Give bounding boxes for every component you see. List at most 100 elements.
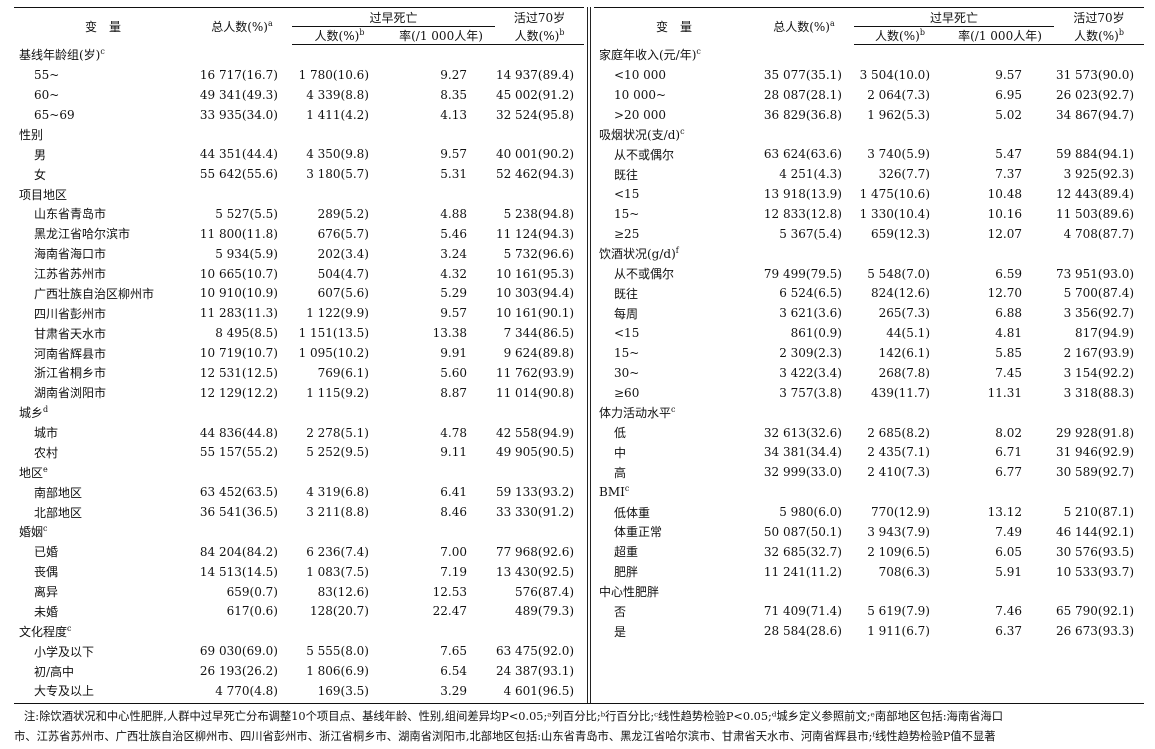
cell-rate: 8.35 — [440, 87, 468, 102]
cell-total — [754, 244, 854, 264]
row-label: 已婚 — [34, 545, 59, 560]
cell-rate: 6.77 — [995, 465, 1023, 480]
table-row: 15~ 12 833(12.8) 1 330(10.4) 10.16 11 503(89… — [594, 204, 1144, 224]
cell-rate: 5.29 — [440, 286, 468, 301]
cell-rate — [946, 244, 1054, 264]
row-label: 广西壮族自治区柳州市 — [34, 286, 155, 301]
cell-survive — [1054, 45, 1144, 65]
cell-deaths: 770(12.9) — [871, 505, 930, 520]
cell-rate: 12.70 — [987, 286, 1023, 301]
row-label: 丧偶 — [34, 565, 59, 580]
cell-rate: 7.37 — [995, 167, 1023, 182]
cell-survive: 33 330(91.2) — [495, 505, 575, 520]
cell-total — [754, 45, 854, 65]
cell-total: 34 381(34.4) — [763, 445, 842, 460]
row-label: 肥胖 — [614, 565, 639, 580]
cell-total: 13 918(13.9) — [763, 187, 842, 202]
cell-total — [192, 184, 292, 204]
cell-rate: 7.49 — [995, 524, 1023, 539]
row-label: 离异 — [34, 585, 59, 600]
cell-survive — [1054, 125, 1144, 145]
cell-total — [754, 125, 854, 145]
cell-total: 63 452(63.5) — [199, 485, 278, 500]
group-label: 婚姻c — [19, 524, 48, 540]
cell-deaths: 2 685(8.2) — [867, 425, 930, 440]
cell-deaths: 1 330(10.4) — [859, 206, 930, 221]
cell-total: 79 499(79.5) — [763, 266, 842, 281]
cell-rate: 5.85 — [995, 346, 1023, 361]
table-row: 湖南省浏阳市 12 129(12.2) 1 115(9.2) 8.87 11 014(9… — [14, 383, 584, 403]
cell-deaths: 3 504(10.0) — [859, 67, 930, 82]
row-label: 从不或偶尔 — [614, 267, 675, 282]
row-label: 15~ — [614, 346, 640, 361]
cell-deaths — [854, 45, 946, 65]
row-label: 是 — [614, 624, 627, 639]
table-row: 体重正常 50 087(50.1) 3 943(7.9) 7.49 46 144(92.… — [594, 522, 1144, 542]
cell-survive: 59 133(93.2) — [495, 485, 575, 500]
table-row: 否 71 409(71.4) 5 619(7.9) 7.46 65 790(92.1) — [594, 602, 1144, 622]
cell-survive: 63 475(92.0) — [495, 644, 575, 659]
table-row: 城市 44 836(44.8) 2 278(5.1) 4.78 42 558(94.9) — [14, 423, 584, 443]
cell-total: 36 829(36.8) — [763, 107, 842, 122]
cell-total: 16 717(16.7) — [199, 67, 278, 82]
cell-total: 32 999(33.0) — [763, 465, 842, 480]
cell-deaths: 1 962(5.3) — [867, 107, 930, 122]
header-variable: 变 量 — [655, 19, 692, 34]
group-label: 体力活动水平c — [599, 405, 676, 421]
table-row: 超重 32 685(32.7) 2 109(6.5) 6.05 30 576(93.5) — [594, 542, 1144, 562]
cell-survive: 2 167(93.9) — [1063, 346, 1135, 361]
cell-rate: 4.32 — [440, 266, 468, 281]
cell-rate: 12.53 — [432, 584, 468, 599]
cell-deaths: 708(6.3) — [878, 564, 930, 579]
cell-survive: 11 503(89.6) — [1055, 206, 1135, 221]
cell-rate — [946, 403, 1054, 423]
cell-deaths: 202(3.4) — [317, 246, 369, 261]
cell-total: 71 409(71.4) — [763, 604, 842, 619]
cell-deaths — [292, 45, 387, 65]
group-row: 地区e — [14, 462, 584, 482]
cell-survive: 817(94.9) — [1075, 326, 1135, 341]
row-label: 河南省辉县市 — [34, 346, 107, 361]
cell-total: 28 087(28.1) — [763, 87, 842, 102]
row-label: 10 000~ — [614, 87, 667, 102]
cell-deaths: 1 911(6.7) — [867, 624, 930, 639]
table-row: 60~ 49 341(49.3) 4 339(8.8) 8.35 45 002(91.2… — [14, 85, 584, 105]
cell-deaths: 4 339(8.8) — [306, 87, 369, 102]
cell-total: 4 770(4.8) — [215, 683, 278, 698]
cell-deaths — [292, 462, 387, 482]
header-total: 总人数(%)a — [773, 18, 835, 34]
table-row: 初/高中 26 193(26.2) 1 806(6.9) 6.54 24 387(93.… — [14, 661, 584, 681]
table-row: 是 28 584(28.6) 1 911(6.7) 6.37 26 673(93.3) — [594, 621, 1144, 641]
table-left-half: 变 量 总人数(%)a 过早死亡 活过70岁 人数(%)b 率(/1 000人年… — [14, 7, 585, 701]
cell-total: 44 836(44.8) — [199, 425, 278, 440]
cell-total: 8 495(8.5) — [215, 326, 278, 341]
group-row: 体力活动水平c — [594, 403, 1144, 423]
cell-total: 28 584(28.6) — [763, 624, 842, 639]
cell-total: 2 309(2.3) — [779, 346, 842, 361]
cell-rate: 6.88 — [995, 306, 1023, 321]
header-total: 总人数(%)a — [211, 18, 273, 34]
cell-rate: 5.46 — [440, 226, 468, 241]
table-row: ≥25 5 367(5.4) 659(12.3) 12.07 4 708(87.7) — [594, 224, 1144, 244]
cell-survive: 7 344(86.5) — [503, 326, 575, 341]
row-label: 从不或偶尔 — [614, 147, 675, 162]
cell-total: 10 719(10.7) — [199, 346, 278, 361]
cell-survive: 11 014(90.8) — [495, 385, 575, 400]
cell-survive: 10 161(90.1) — [495, 306, 575, 321]
cell-survive — [495, 462, 584, 482]
cell-deaths — [854, 125, 946, 145]
cell-rate: 9.57 — [440, 147, 468, 162]
cell-deaths: 2 064(7.3) — [867, 87, 930, 102]
cell-survive: 26 023(92.7) — [1055, 87, 1135, 102]
cell-rate: 8.02 — [995, 425, 1023, 440]
cell-survive: 5 238(94.8) — [503, 206, 575, 221]
cell-rate — [946, 125, 1054, 145]
table-row: 每周 3 621(3.6) 265(7.3) 6.88 3 356(92.7) — [594, 303, 1144, 323]
cell-total: 659(0.7) — [226, 584, 278, 599]
cell-survive: 42 558(94.9) — [495, 425, 575, 440]
row-label: 女 — [34, 167, 47, 182]
cell-rate — [387, 621, 495, 641]
header-premature: 过早死亡 — [854, 7, 1055, 27]
group-label: 项目地区 — [19, 187, 68, 202]
